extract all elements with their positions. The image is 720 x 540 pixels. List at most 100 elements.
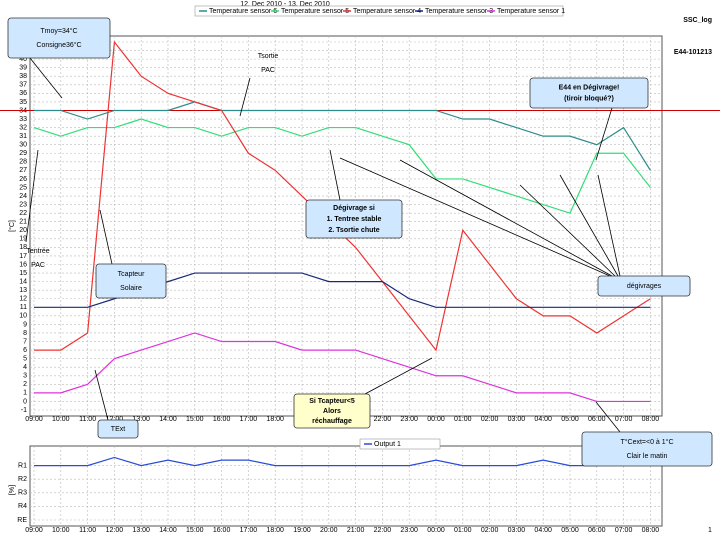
- legend-label: Temperature sensor 3: [425, 8, 493, 15]
- y-tick-label: 37: [19, 82, 27, 89]
- y-tick-label: 18: [19, 244, 27, 251]
- y-tick-label: 7: [23, 338, 27, 345]
- callout-line: [99, 209, 113, 265]
- y-tick-label: 8: [23, 330, 27, 337]
- legend-label: Output 1: [374, 441, 401, 448]
- annotation-box: [293, 393, 371, 429]
- legend-box: [194, 5, 564, 17]
- y-tick-label: 29: [19, 150, 27, 157]
- x-tick-label: 11:00: [79, 416, 96, 423]
- y-tick-label: 35: [19, 99, 27, 106]
- series-line: [34, 101, 651, 171]
- page-subtitle: E44-101213: [674, 49, 712, 56]
- y-tick-label: 17: [19, 253, 27, 260]
- annotation-text: TExt: [111, 426, 125, 433]
- annotation-text: Consigne36°C: [36, 41, 81, 49]
- x-tick-label: 02:00: [481, 416, 499, 423]
- page-title: SSC_log: [683, 17, 712, 24]
- legend-label: Temperature sensor 6: [209, 8, 277, 15]
- annotation-text: Clair le matin: [627, 453, 668, 460]
- legend-label: Temperature sensor 4: [353, 8, 421, 15]
- x-tick-label: 05:00: [561, 527, 579, 534]
- annotation-text: Dégivrage si: [333, 205, 375, 212]
- x-tick-label: 16:00: [213, 416, 231, 423]
- x-tick-label: 14:00: [159, 416, 177, 423]
- y-tick-label: 23: [19, 201, 27, 208]
- y-tick-label: 9: [23, 321, 27, 328]
- legend-label: Temperature sensor 1: [497, 8, 565, 15]
- y-tick-label: 11: [20, 304, 27, 311]
- y-tick-label: 38: [19, 73, 27, 80]
- y-tick-label: 19: [19, 236, 27, 243]
- y-tick-label: 10: [19, 313, 27, 320]
- callout-line: [597, 174, 621, 277]
- x-tick-label: 04:00: [534, 527, 552, 534]
- y-tick-label: 39: [19, 65, 27, 72]
- annotation-box: [97, 419, 139, 439]
- annotation-box: [597, 275, 691, 297]
- x-tick-label: 20:00: [320, 527, 338, 534]
- x-tick-label: 07:00: [615, 416, 633, 423]
- y-tick-label: 12: [19, 296, 27, 303]
- y-tick-label: 0: [23, 398, 27, 405]
- callout-line: [25, 149, 39, 243]
- y-tick-label: 28: [19, 159, 27, 166]
- y-tick-label: R4: [18, 503, 27, 510]
- y-tick-label: 4: [23, 364, 27, 371]
- legend-box: [359, 438, 441, 450]
- callout-line: [519, 184, 616, 277]
- y-tick-label: 22: [19, 210, 27, 217]
- x-tick-label: 21:00: [347, 527, 365, 534]
- page-number: 1: [708, 527, 712, 534]
- y-tick-label: 14: [19, 278, 27, 285]
- x-tick-label: 23:00: [400, 416, 418, 423]
- y-tick-label: 40: [19, 56, 27, 63]
- y-tick-label: 30: [19, 142, 27, 149]
- y-tick-label: R3: [18, 490, 27, 497]
- annotation-text: dégivrages: [627, 283, 662, 290]
- annotation-text: 1. Tentree stable: [327, 216, 382, 223]
- annotation-text: PAC: [261, 67, 275, 74]
- x-tick-label: 09:00: [25, 416, 43, 423]
- annotation-text: Tmoy=34°C: [40, 27, 77, 35]
- annotation-text: T°Cext=<0 à 1°C: [620, 438, 673, 446]
- x-tick-label: 12:00: [106, 527, 124, 534]
- y-tick-label: 27: [19, 167, 27, 174]
- y-tick-label: 26: [19, 176, 27, 183]
- y-tick-label: 16: [19, 261, 27, 268]
- callout-line: [595, 401, 621, 433]
- x-tick-label: 10:00: [52, 416, 70, 423]
- y-tick-label: 3: [23, 373, 27, 380]
- callout-line: [559, 174, 619, 277]
- callout-line: [239, 77, 251, 117]
- annotation-box: [7, 17, 111, 59]
- chart-title: 12. Dec 2010 - 13. Dec 2010: [240, 1, 330, 8]
- x-tick-label: 13:00: [132, 527, 150, 534]
- y-tick-label: 2: [23, 381, 27, 388]
- y-tick-label: 6: [23, 347, 27, 354]
- series-line: [33, 118, 651, 214]
- y-tick-label: 33: [19, 116, 27, 123]
- annotation-text: réchauffage: [312, 418, 352, 425]
- x-tick-label: 03:00: [508, 416, 526, 423]
- x-tick-label: 22:00: [374, 416, 392, 423]
- annotation-text: PAC: [31, 262, 45, 269]
- x-tick-label: 15:00: [186, 527, 204, 534]
- x-tick-label: 12:00: [106, 416, 124, 423]
- x-tick-label: 19:00: [293, 527, 311, 534]
- x-tick-label: 03:00: [508, 527, 526, 534]
- x-tick-label: 04:00: [534, 416, 552, 423]
- x-tick-label: 16:00: [213, 527, 231, 534]
- x-tick-label: 23:00: [400, 527, 418, 534]
- y-tick-label: 25: [19, 184, 27, 191]
- annotation-box: [305, 199, 403, 239]
- x-tick-label: 00:00: [427, 416, 445, 423]
- series-line: [34, 332, 651, 403]
- y-tick-label: 13: [19, 287, 27, 294]
- x-tick-label: 00:00: [427, 527, 445, 534]
- y-tick-label: 32: [19, 124, 27, 131]
- annotation-box: [529, 77, 649, 109]
- annotation-text: (tiroir bloqué?): [564, 95, 614, 102]
- callout-line: [595, 107, 613, 161]
- y-tick-label: -1: [21, 407, 27, 414]
